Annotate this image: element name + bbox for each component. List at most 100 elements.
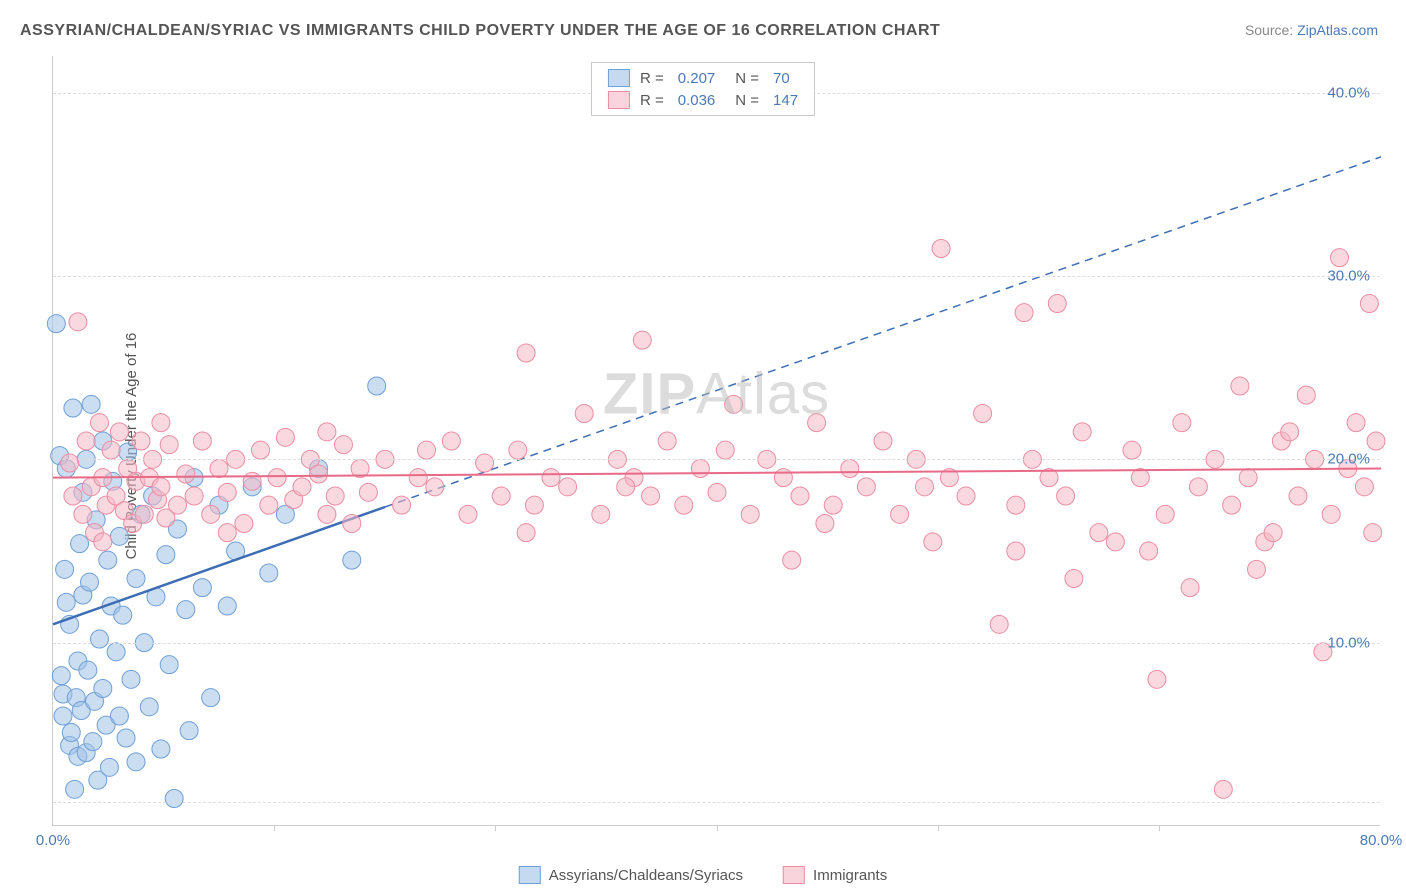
data-point [1214,780,1232,798]
legend-swatch [608,69,630,87]
x-tick-label: 80.0% [1360,832,1403,849]
r-value: 0.036 [678,92,716,109]
plot-svg [53,56,1380,825]
data-point [61,454,79,472]
y-tick-label: 30.0% [1327,268,1370,285]
data-point [193,579,211,597]
data-point [193,432,211,450]
scatter-chart: ZIPAtlas 10.0%20.0%30.0%40.0%0.0%80.0% [52,56,1380,826]
data-point [509,441,527,459]
data-point [110,423,128,441]
legend-series-name: Immigrants [813,867,887,884]
data-point [202,689,220,707]
data-point [1140,542,1158,560]
data-point [110,527,128,545]
source-link[interactable]: ZipAtlas.com [1297,22,1378,38]
data-point [783,551,801,569]
data-point [791,487,809,505]
data-point [122,670,140,688]
data-point [117,729,135,747]
data-point [1239,469,1257,487]
data-point [1148,670,1166,688]
data-point [1057,487,1075,505]
legend-swatch [608,91,630,109]
data-point [559,478,577,496]
data-point [69,313,87,331]
data-point [974,405,992,423]
data-point [260,564,278,582]
gridline [53,802,1380,803]
data-point [1007,542,1025,560]
data-point [426,478,444,496]
data-point [824,496,842,514]
data-point [202,505,220,523]
data-point [177,601,195,619]
data-point [1181,579,1199,597]
data-point [90,414,108,432]
data-point [1264,524,1282,542]
data-point [157,546,175,564]
legend-stat-row: R = 0.036 N = 147 [608,89,798,111]
data-point [1364,524,1382,542]
data-point [1156,505,1174,523]
data-point [932,240,950,258]
data-point [90,630,108,648]
data-point [1073,423,1091,441]
data-point [102,441,120,459]
data-point [52,667,70,685]
data-point [57,593,75,611]
data-point [891,505,909,523]
trend-line-extrapolated [385,157,1381,507]
data-point [874,432,892,450]
data-point [252,441,270,459]
data-point [916,478,934,496]
data-point [774,469,792,487]
data-point [442,432,460,450]
gridline [53,643,1380,644]
data-point [47,315,65,333]
data-point [1248,560,1266,578]
n-value: 70 [773,70,790,87]
data-point [808,414,826,432]
data-point [359,483,377,501]
data-point [260,496,278,514]
data-point [318,423,336,441]
r-value: 0.207 [678,70,716,87]
data-point [218,483,236,501]
n-label: N = [735,70,759,87]
data-point [335,436,353,454]
legend-item: Immigrants [783,866,887,884]
data-point [857,478,875,496]
data-point [708,483,726,501]
data-point [110,707,128,725]
n-value: 147 [773,92,798,109]
legend-swatch [783,866,805,884]
data-point [169,496,187,514]
data-point [235,515,253,533]
data-point [79,661,97,679]
data-point [1048,295,1066,313]
data-point [1297,386,1315,404]
data-point [409,469,427,487]
legend-item: Assyrians/Chaldeans/Syriacs [519,866,743,884]
data-point [152,740,170,758]
data-point [1123,441,1141,459]
source-attribution: Source: ZipAtlas.com [1245,22,1378,38]
data-point [841,460,859,478]
data-point [74,505,92,523]
y-tick-label: 40.0% [1327,84,1370,101]
data-point [658,432,676,450]
n-label: N = [735,92,759,109]
data-point [152,478,170,496]
data-point [492,487,510,505]
r-label: R = [640,92,664,109]
gridline [53,276,1380,277]
x-tick-mark [1159,825,1160,831]
data-point [1281,423,1299,441]
data-point [924,533,942,551]
x-tick-label: 0.0% [36,832,70,849]
data-point [94,533,112,551]
legend-swatch [519,866,541,884]
data-point [62,724,80,742]
x-tick-mark [495,825,496,831]
